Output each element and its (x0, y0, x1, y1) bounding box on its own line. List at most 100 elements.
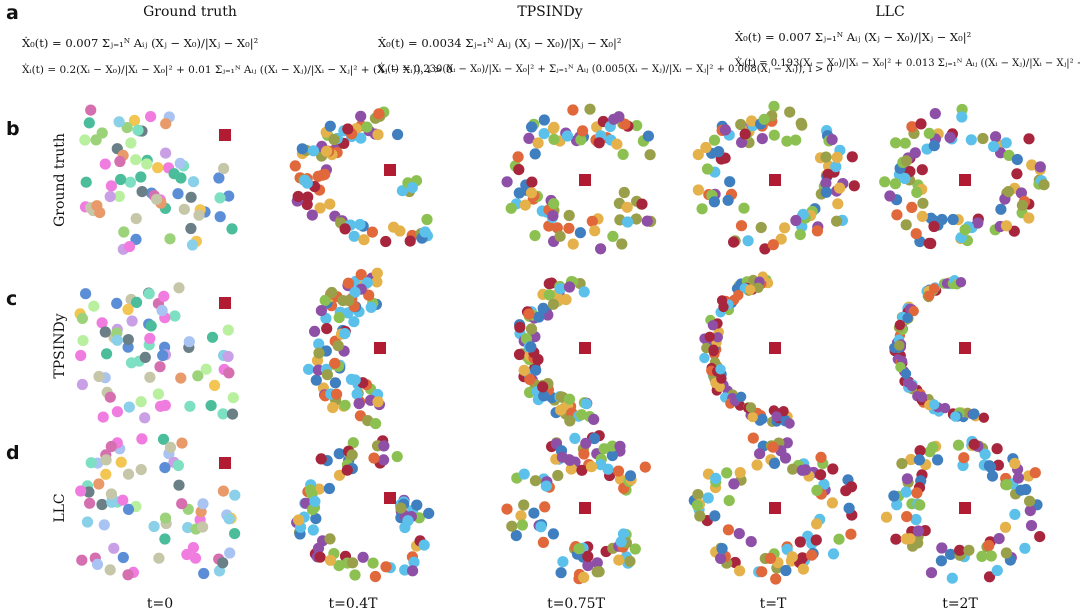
agent-dot (83, 117, 95, 129)
time-label-4: t=2T (942, 596, 978, 612)
agent-dot (310, 374, 322, 386)
agent-dot (1000, 547, 1012, 559)
agent-dot (222, 324, 234, 336)
agent-dot (332, 340, 344, 352)
leader-square (579, 342, 591, 354)
leader-square (374, 342, 386, 354)
agent-dot (900, 368, 912, 379)
agent-dot (408, 556, 420, 568)
agent-dot (624, 470, 637, 482)
agent-dot (193, 209, 205, 221)
agent-dot (742, 235, 754, 247)
agent-dot (96, 317, 108, 329)
agent-dot (611, 138, 623, 150)
agent-dot (756, 566, 768, 578)
agent-dot (111, 334, 123, 346)
agent-dot (333, 312, 345, 324)
agent-dot (173, 479, 185, 491)
agent-dot (75, 485, 87, 497)
agent-dot (115, 173, 127, 186)
agent-dot (916, 391, 928, 403)
agent-dot (713, 146, 725, 158)
agent-dot (351, 388, 363, 400)
agent-dot (702, 492, 714, 504)
agent-dot (1016, 199, 1028, 211)
agent-dot (891, 499, 903, 511)
agent-dot (936, 213, 948, 226)
agent-dot (963, 544, 975, 556)
agent-dot (227, 392, 239, 404)
agent-dot (716, 373, 727, 384)
leader-square (959, 174, 971, 186)
agent-dot (105, 440, 117, 453)
agent-dot (421, 213, 433, 226)
agent-dot (361, 121, 373, 133)
agent-dot (136, 186, 148, 198)
agent-dot (118, 226, 130, 238)
agent-dot (187, 542, 199, 554)
agent-dot (1015, 484, 1027, 496)
agent-dot (554, 230, 566, 242)
agent-dot (734, 467, 746, 479)
agent-dot (529, 230, 541, 242)
agent-dot (519, 199, 531, 211)
agent-dot (755, 221, 767, 234)
agent-dot (709, 510, 721, 522)
agent-dot (738, 202, 750, 214)
agent-dot (588, 432, 600, 445)
agent-dot (965, 134, 977, 146)
equation-llc-leader: Ẋ₀(t) = 0.007 Σⱼ₌₁ᴺ Aᵢⱼ (Xⱼ − X₀)/|Xⱼ − … (735, 30, 972, 44)
agent-dot (159, 512, 172, 524)
agent-dot (614, 440, 626, 452)
agent-dot (595, 459, 607, 471)
agent-dot (105, 488, 117, 500)
agent-dot (561, 130, 573, 142)
agent-dot (771, 411, 782, 422)
agent-dot (117, 494, 129, 506)
agent-dot (781, 135, 793, 147)
agent-dot (380, 235, 392, 248)
agent-dot (935, 555, 947, 567)
agent-dot (143, 288, 155, 300)
agent-dot (223, 190, 235, 202)
agent-dot (513, 164, 525, 176)
agent-dot (349, 569, 361, 581)
agent-dot (1025, 520, 1038, 532)
agent-dot (533, 311, 545, 323)
equation-tps-follower: Ẋᵢ(t) = 0.230(Xᵢ − X₀)/|Xᵢ − X₀|² + Σⱼ₌₁… (378, 64, 833, 75)
agent-dot (185, 222, 197, 235)
agent-dot (307, 524, 319, 536)
agent-dot (293, 514, 305, 526)
agent-dot (716, 543, 728, 555)
agent-dot (1009, 457, 1021, 470)
agent-dot (539, 501, 551, 513)
agent-dot (153, 552, 165, 564)
agent-dot (125, 357, 138, 369)
agent-dot (113, 190, 125, 202)
agent-dot (99, 158, 111, 170)
swarm-panel-b-1 (289, 106, 433, 248)
agent-dot (629, 543, 641, 555)
agent-dot (954, 544, 966, 556)
agent-dot (91, 558, 104, 570)
agent-dot (890, 137, 902, 149)
agent-dot (76, 554, 88, 566)
agent-dot (159, 462, 171, 474)
agent-dot (988, 140, 1000, 153)
agent-dot (923, 127, 935, 139)
agent-dot (154, 361, 166, 373)
agent-dot (555, 404, 567, 416)
agent-dot (339, 328, 351, 340)
agent-dot (756, 133, 768, 145)
agent-dot (200, 363, 212, 375)
agent-dot (554, 283, 566, 295)
agent-dot (691, 499, 703, 511)
equation-llc-follower: Ẋᵢ(t) = 0.193(Xᵢ − X₀)/|Xᵢ − X₀|² + 0.01… (735, 58, 1080, 69)
agent-dot (505, 202, 517, 214)
swarm-panel-d-1 (291, 435, 435, 583)
agent-dot (880, 511, 893, 523)
agent-dot (501, 503, 513, 515)
agent-dot (925, 567, 938, 579)
agent-dot (99, 326, 111, 338)
agent-dot (985, 550, 997, 562)
